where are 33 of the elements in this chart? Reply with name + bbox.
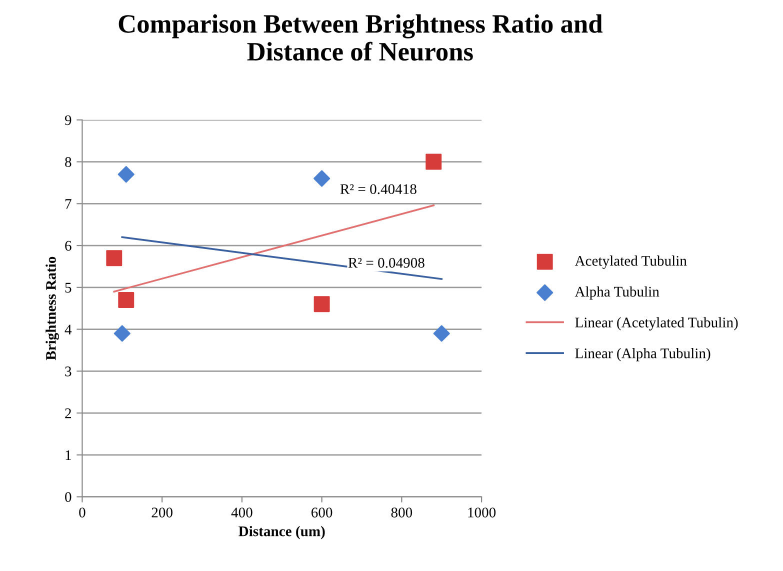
y-tick-label: 9 [64,115,72,126]
y-tick-label: 1 [66,450,71,460]
x-tick-label: 0 [79,508,86,518]
x-tick-label: 800 [391,508,412,518]
point [106,250,122,266]
x-tick-label: 1000 [468,508,496,518]
x-tick-label: 600 [312,508,332,518]
legend-label: Acetylated Tubulin [574,256,687,269]
chart-title: Comparison Between Brightness Ratio and Distance of Neurons [118,14,603,61]
point [118,292,134,308]
annotation: R² = 0.04908 [348,258,424,268]
y-tick-label: 4 [64,324,72,334]
x-tick-label: 200 [152,508,172,518]
y-axis-title: Brightness Ratio [46,256,59,360]
y-tick-label: 7 [65,199,72,209]
point [314,170,330,187]
x-tick-label: 400 [231,508,252,518]
point [114,325,130,342]
annotation: R² = 0.40418 [340,184,416,194]
legend-label: Alpha Tubulin [574,286,660,300]
point [118,166,134,183]
x-axis-title: Distance (um) [238,526,325,540]
y-tick-label: 6 [65,240,72,251]
legend-label: Linear (Alpha Tubulin) [575,348,710,362]
y-tick-label: 3 [65,366,72,376]
point [426,154,442,170]
y-tick-label: 2 [65,408,71,418]
point [314,296,330,312]
y-tick-label: 0 [65,492,72,502]
y-tick-label: 5 [65,282,72,293]
legend-label: Linear (Acetylated Tubulin) [575,317,738,330]
y-tick-label: 8 [65,157,72,167]
point [433,325,450,342]
